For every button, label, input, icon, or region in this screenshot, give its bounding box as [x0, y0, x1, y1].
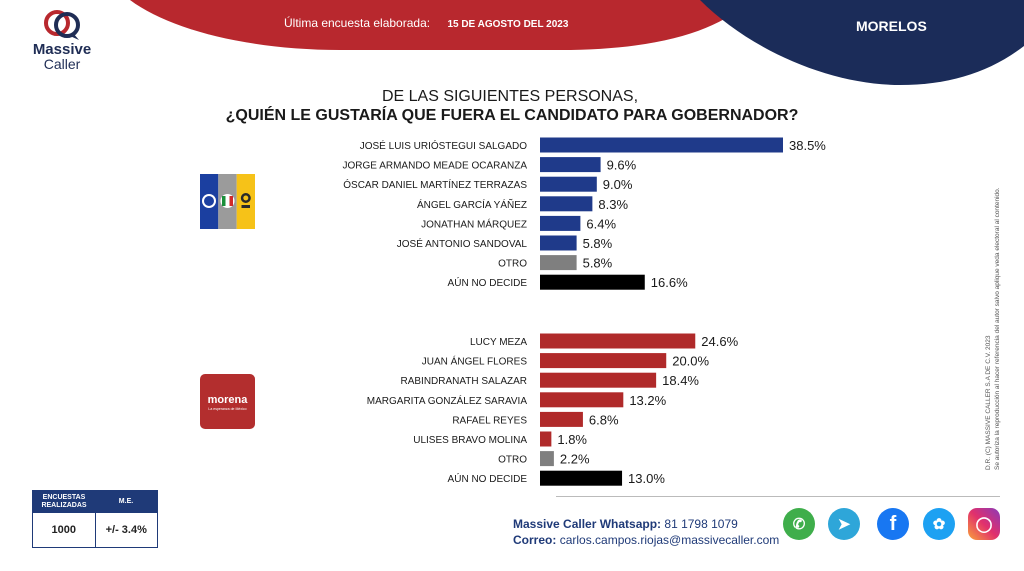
whatsapp-number[interactable]: 81 1798 1079	[664, 517, 738, 531]
category-label: JORGE ARMANDO MEADE OCARANZA	[343, 161, 528, 172]
copyright-line1: D.R. (C) MASSIVE CALLER S.A DE C.V. 2023	[985, 335, 992, 470]
bar	[540, 451, 554, 467]
value-label: 2.2%	[560, 452, 590, 467]
bar	[540, 333, 696, 349]
whatsapp-label: Massive Caller Whatsapp:	[513, 517, 662, 531]
bar	[540, 353, 667, 369]
telegram-icon[interactable]: ➤	[828, 508, 860, 540]
value-label: 6.4%	[586, 216, 616, 231]
contact-email: Correo: carlos.campos.riojas@massivecall…	[513, 533, 779, 547]
value-label: 20.0%	[672, 354, 709, 369]
bar	[540, 196, 593, 212]
massive-caller-logo: Massive Caller	[22, 8, 102, 71]
value-label: 9.0%	[603, 177, 633, 192]
category-label: RABINDRANATH SALAZAR	[400, 376, 527, 387]
whatsapp-icon[interactable]: ✆	[783, 508, 815, 540]
category-label: ULISES BRAVO MOLINA	[413, 435, 527, 446]
morena-logo: morena La esperanza de México	[200, 374, 255, 429]
red-banner-shape	[130, 0, 750, 50]
category-label: MARGARITA GONZÁLEZ SARAVIA	[367, 394, 528, 407]
bar	[540, 470, 623, 486]
bar	[540, 235, 577, 251]
bar	[540, 137, 783, 153]
facebook-icon[interactable]: f	[877, 508, 909, 540]
copyright-line2: Se autoriza la reproducción al hacer ref…	[994, 187, 1001, 470]
morena-tagline: La esperanza de México	[208, 407, 247, 411]
question-title: ¿QUIÉN LE GUSTARÍA QUE FUERA EL CANDIDAT…	[225, 107, 799, 124]
chat-bubble-logo-icon	[44, 10, 80, 40]
value-label: 18.4%	[662, 373, 699, 388]
value-label: 16.6%	[651, 275, 688, 290]
survey-stats-table: ENCUESTAS REALIZADAS M.E. 1000 +/- 3.4%	[32, 490, 158, 548]
value-label: 6.8%	[589, 412, 619, 427]
category-label: ÁNGEL GARCÍA YÁÑEZ	[417, 198, 527, 211]
coalition-logo	[200, 174, 255, 229]
value-label: 24.6%	[701, 334, 738, 349]
stats-surveys-value: 1000	[33, 513, 96, 547]
email-label: Correo:	[513, 533, 557, 547]
bar	[540, 157, 601, 173]
category-label: OTRO	[498, 259, 527, 270]
value-label: 13.0%	[628, 471, 665, 486]
category-label: RAFAEL REYES	[452, 415, 527, 426]
bar	[540, 274, 645, 290]
value-label: 1.8%	[557, 432, 587, 447]
value-label: 8.3%	[598, 197, 628, 212]
copyright-note: D.R. (C) MASSIVE CALLER S.A DE C.V. 2023…	[984, 110, 1002, 470]
contact-whatsapp: Massive Caller Whatsapp: 81 1798 1079	[513, 517, 738, 531]
stats-header-surveys: ENCUESTAS REALIZADAS	[41, 494, 87, 509]
category-label: OTRO	[498, 455, 527, 466]
region-name: MORELOS	[856, 18, 927, 34]
category-label: ÓSCAR DANIEL MARTÍNEZ TERRAZAS	[343, 178, 527, 191]
category-label: AÚN NO DECIDE	[448, 472, 528, 485]
category-label: AÚN NO DECIDE	[448, 276, 528, 289]
question-pre: DE LAS SIGUIENTES PERSONAS,	[381, 88, 639, 105]
bar	[540, 392, 624, 408]
instagram-icon[interactable]: ◯	[968, 508, 1000, 540]
twitter-icon[interactable]: ✿	[923, 508, 955, 540]
category-label: JUAN ÁNGEL FLORES	[422, 355, 528, 368]
morena-wordmark: morena	[207, 394, 248, 406]
bar	[540, 215, 581, 231]
category-label: JOSÉ ANTONIO SANDOVAL	[397, 237, 528, 250]
brand-name-line1: Massive	[32, 41, 92, 58]
survey-info: Última encuesta elaborada: 15 DE AGOSTO …	[284, 16, 568, 30]
bar	[540, 431, 552, 447]
bar	[540, 176, 597, 192]
category-label: JONATHAN MÁRQUEZ	[421, 217, 527, 230]
survey-label: Última encuesta elaborada:	[284, 16, 431, 30]
category-label: LUCY MEZA	[470, 337, 527, 348]
pan-pri-prd-logo-icon	[200, 174, 255, 229]
value-label: 9.6%	[607, 158, 637, 173]
brand-name-line2: Caller	[43, 56, 81, 72]
navy-banner-shape	[700, 0, 1024, 85]
header-banner	[130, 0, 1024, 85]
stats-margin-value: +/- 3.4%	[105, 524, 147, 536]
value-label: 5.8%	[583, 236, 613, 251]
value-label: 38.5%	[789, 138, 826, 153]
value-label: 5.8%	[583, 256, 613, 271]
category-label: JOSÉ LUIS URIÓSTEGUI SALGADO	[360, 139, 527, 152]
bar	[540, 372, 657, 388]
stats-header-margin: M.E.	[118, 498, 134, 505]
survey-date: 15 DE AGOSTO DEL 2023	[447, 19, 569, 30]
email-address[interactable]: carlos.campos.riojas@massivecaller.com	[559, 533, 780, 547]
bar	[540, 411, 583, 427]
value-label: 13.2%	[629, 393, 666, 408]
bar	[540, 255, 577, 271]
footer-divider	[556, 496, 1000, 497]
